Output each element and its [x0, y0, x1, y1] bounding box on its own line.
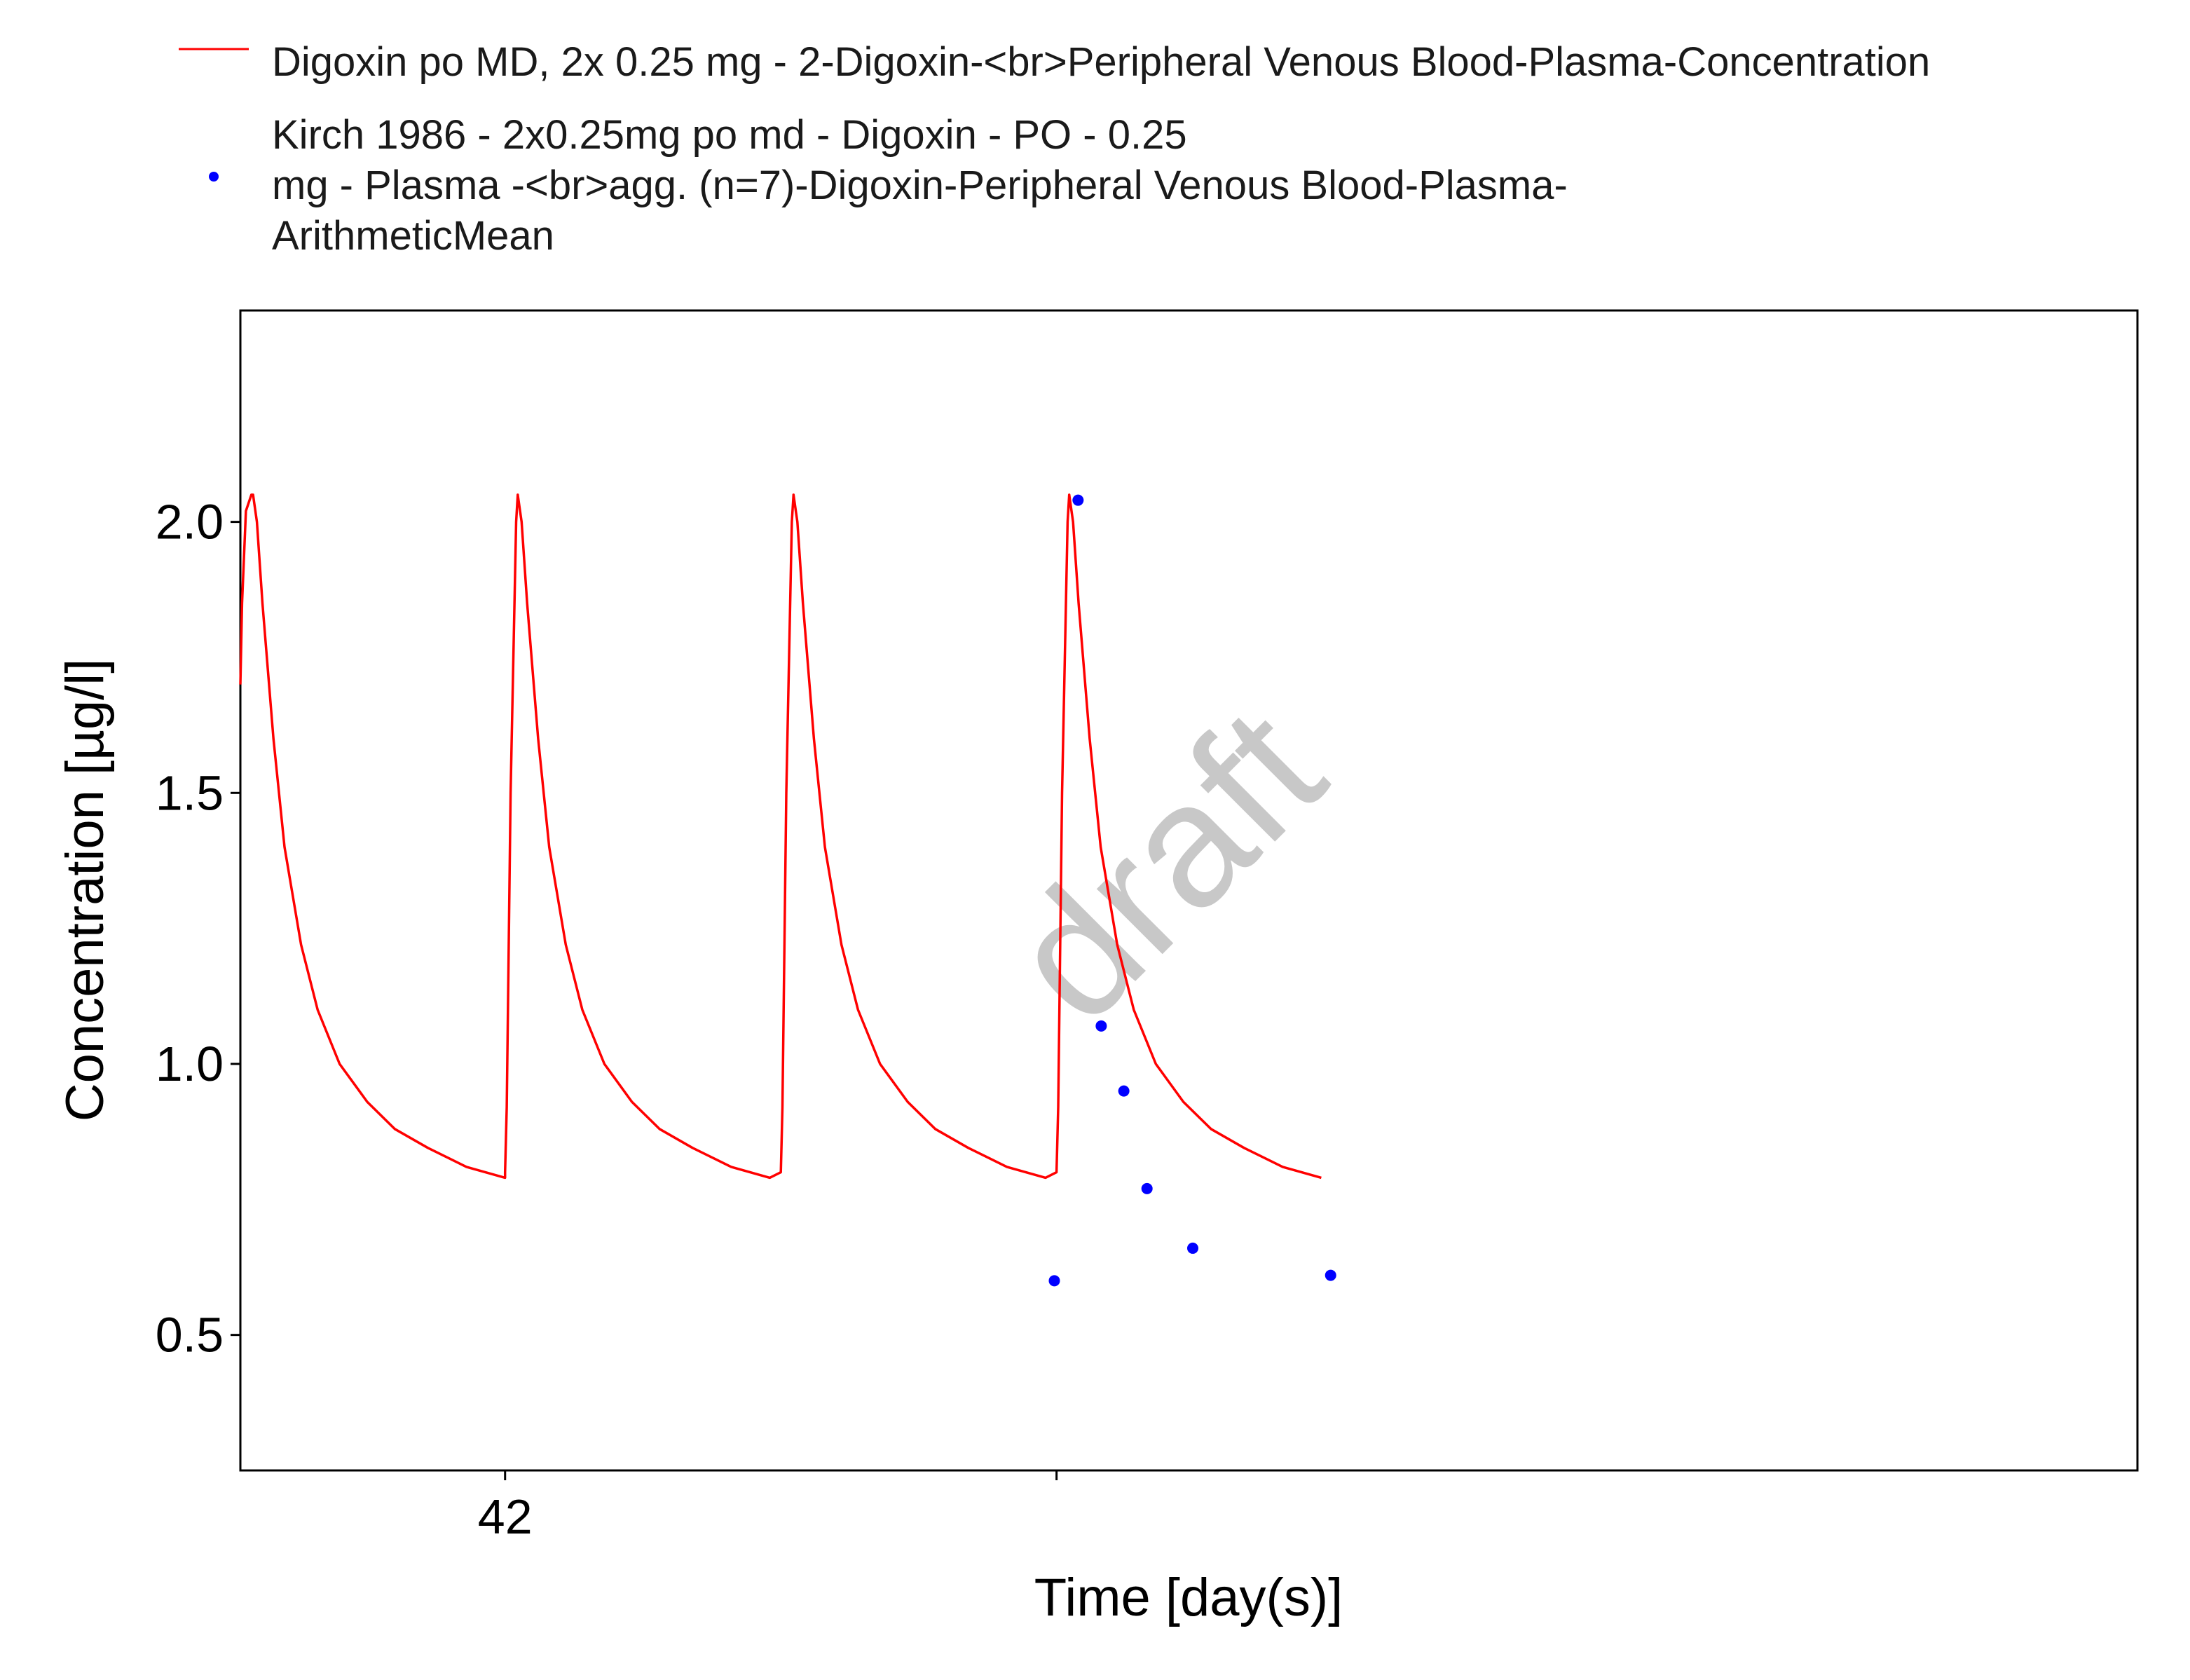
legend-label-simulation: Digoxin po MD, 2x 0.25 mg - 2-Digoxin-<b…	[272, 39, 1930, 85]
series-layer	[239, 493, 1336, 1287]
y-tick-label: 0.5	[156, 1308, 224, 1363]
legend-label-observed-line-2: mg - Plasma -<br>agg. (n=7)-Digoxin-Peri…	[272, 163, 1568, 208]
observed-data-point	[1072, 494, 1084, 506]
y-tick-label: 1.5	[156, 765, 224, 820]
simulated-concentration-line	[239, 493, 1322, 1180]
observed-data-point	[1141, 1182, 1153, 1194]
observed-data-point	[1325, 1269, 1336, 1281]
legend-label-observed-line-1: Kirch 1986 - 2x0.25mg po md - Digoxin - …	[272, 112, 1187, 158]
y-axis-ticks: 0.5 1.0 1.5 2.0	[156, 495, 240, 1363]
y-tick-label: 2.0	[156, 495, 224, 549]
x-axis-title: Time [day(s)]	[1034, 1568, 1343, 1627]
y-tick-label: 1.0	[156, 1037, 224, 1091]
legend: Digoxin po MD, 2x 0.25 mg - 2-Digoxin-<b…	[179, 39, 1930, 259]
y-axis-title: Concentration [µg/l]	[55, 659, 115, 1122]
x-axis-ticks: 42	[478, 1470, 1058, 1544]
legend-point-swatch	[209, 172, 219, 182]
observed-data-point	[1095, 1020, 1107, 1032]
plot-panel-border	[239, 309, 2139, 1472]
x-tick-label: 42	[478, 1489, 533, 1544]
observed-data-point	[1118, 1085, 1130, 1097]
observed-data-point	[1048, 1275, 1060, 1287]
draft-watermark: draft	[973, 671, 1359, 1058]
observed-data-point	[1187, 1242, 1199, 1254]
legend-label-observed-line-3: ArithmeticMean	[272, 213, 554, 259]
